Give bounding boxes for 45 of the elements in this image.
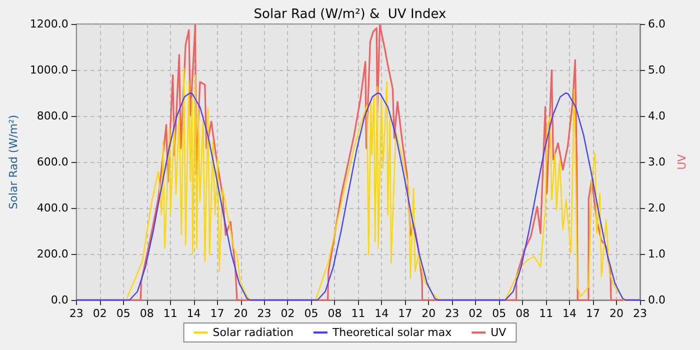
x-tick-label: 14 xyxy=(374,307,389,320)
x-tick-label: 17 xyxy=(210,307,224,320)
y2-tick-label: 3.0 xyxy=(648,156,666,168)
x-tick-label: 17 xyxy=(398,307,412,320)
x-tick-label: 11 xyxy=(163,307,178,320)
x-tick-label: 20 xyxy=(610,307,624,320)
y2-tick-label: 0.0 xyxy=(648,294,666,306)
y2-axis-title: UV xyxy=(675,154,688,170)
x-tick-label: 11 xyxy=(539,307,554,320)
legend-label: Theoretical solar max xyxy=(331,326,452,339)
x-tick-label: 02 xyxy=(280,307,295,320)
y-tick-label: 200.0 xyxy=(36,248,68,260)
y-tick-label: 400.0 xyxy=(36,202,68,214)
x-tick-label: 23 xyxy=(445,307,460,320)
legend-label: Solar radiation xyxy=(212,326,294,339)
x-tick-label: 02 xyxy=(92,307,107,320)
y-tick-label: 1000.0 xyxy=(30,64,68,76)
y2-tick-label: 6.0 xyxy=(648,18,666,30)
y2-tick-label: 1.0 xyxy=(648,248,666,260)
y2-tick-label: 5.0 xyxy=(648,64,666,76)
y-axis-title: Solar Rad (W/m²) xyxy=(7,114,20,210)
y-tick-label: 600.0 xyxy=(36,156,68,168)
y-tick-label: 0.0 xyxy=(50,294,68,306)
x-tick-label: 02 xyxy=(468,307,483,320)
x-tick-label: 23 xyxy=(257,307,272,320)
chart-title: Solar Rad (W/m²) & UV Index xyxy=(254,7,447,22)
x-tick-label: 08 xyxy=(516,307,530,320)
x-tick-label: 14 xyxy=(562,307,577,320)
x-tick-label: 20 xyxy=(422,307,436,320)
legend-label: UV xyxy=(490,326,507,339)
y2-tick-label: 4.0 xyxy=(648,110,666,122)
x-tick-label: 20 xyxy=(234,307,248,320)
x-tick-label: 23 xyxy=(633,307,647,320)
x-tick-label: 08 xyxy=(140,307,154,320)
x-tick-label: 23 xyxy=(69,307,84,320)
x-tick-label: 17 xyxy=(586,307,600,320)
x-tick-label: 08 xyxy=(328,307,342,320)
x-tick-label: 11 xyxy=(351,307,366,320)
x-tick-label: 05 xyxy=(304,307,318,320)
y-tick-label: 1200.0 xyxy=(30,18,68,30)
x-tick-label: 05 xyxy=(492,307,506,320)
y2-tick-label: 2.0 xyxy=(648,202,666,214)
x-tick-label: 05 xyxy=(116,307,130,320)
x-tick-label: 14 xyxy=(186,307,201,320)
y-tick-label: 800.0 xyxy=(36,110,68,122)
